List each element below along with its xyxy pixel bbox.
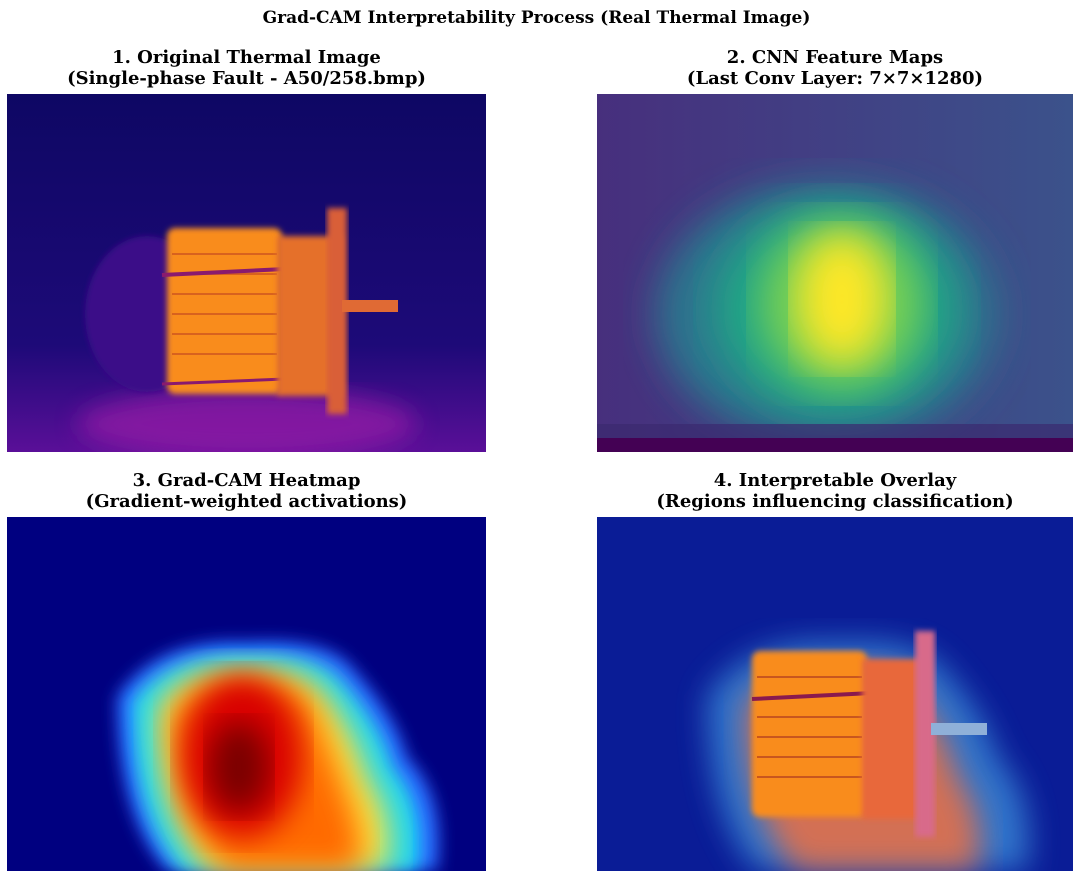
panel-title: 4. Interpretable Overlay (Regions influe… (597, 470, 1073, 512)
panel-title: 3. Grad-CAM Heatmap (Gradient-weighted a… (7, 470, 486, 512)
thermal-image (7, 94, 486, 452)
gradcam-heatmap (7, 517, 486, 871)
overlay-image (597, 517, 1073, 871)
panel-subtitle: (Single-phase Fault - A50/258.bmp) (7, 68, 486, 89)
feature-map (597, 94, 1073, 452)
figure-title: Grad-CAM Interpretability Process (Real … (0, 8, 1073, 28)
panel-title-line: 1. Original Thermal Image (7, 47, 486, 68)
panel-title-line: 4. Interpretable Overlay (597, 470, 1073, 491)
panel-subtitle: (Regions influencing classification) (597, 491, 1073, 512)
panel-subtitle: (Last Conv Layer: 7×7×1280) (597, 68, 1073, 89)
panel-subtitle: (Gradient-weighted activations) (7, 491, 486, 512)
panel-title: 1. Original Thermal Image (Single-phase … (7, 47, 486, 89)
panel-title-line: 3. Grad-CAM Heatmap (7, 470, 486, 491)
panel-title: 2. CNN Feature Maps (Last Conv Layer: 7×… (597, 47, 1073, 89)
figure: Grad-CAM Interpretability Process (Real … (0, 0, 1073, 871)
panel-title-line: 2. CNN Feature Maps (597, 47, 1073, 68)
